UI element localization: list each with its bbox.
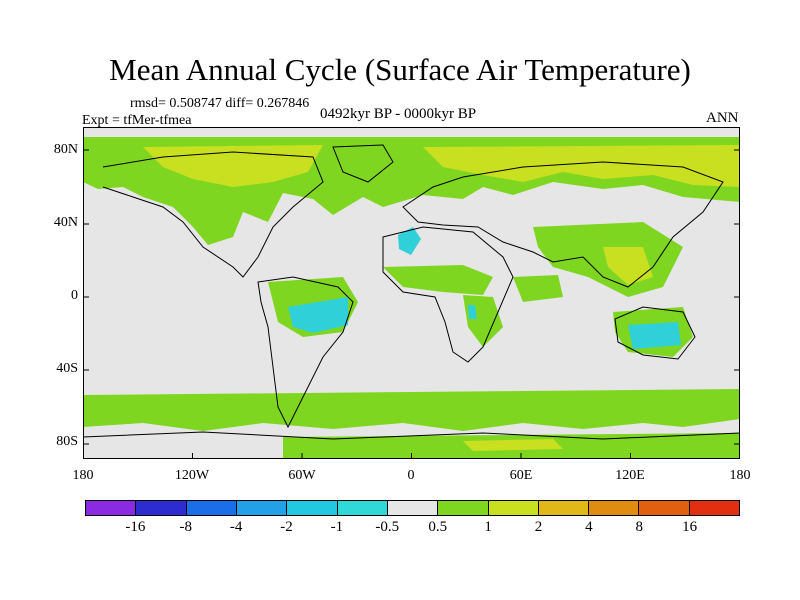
antarctica-coast	[83, 431, 740, 440]
colorbar-label: -2	[280, 519, 293, 535]
colorbar-label: -16	[125, 519, 146, 535]
north-america-coast	[102, 151, 324, 278]
colorbar-box	[86, 501, 137, 515]
colorbar-label: 0.5	[428, 519, 448, 535]
east-africa-cool-region	[468, 305, 477, 319]
lon-label-120e: 120E	[615, 468, 645, 483]
colorbar-label: -8	[179, 519, 193, 535]
australia-coast	[614, 306, 696, 360]
antarctic-warm2-region	[463, 439, 563, 451]
colorbar-label: 4	[585, 519, 593, 535]
lon-label-60e: 60E	[509, 468, 533, 483]
coastlines	[83, 144, 740, 440]
axis-ticks	[83, 149, 740, 459]
colorbar-box	[438, 501, 489, 515]
lat-label-40s: 40S	[56, 361, 78, 376]
colorbar-box	[337, 501, 388, 515]
colorbar-box	[538, 501, 590, 515]
se-asia-warm-region	[603, 247, 653, 285]
eurasia-coast	[402, 161, 724, 288]
colorbar-box	[287, 501, 338, 515]
colorbar-box	[186, 501, 237, 515]
colorbar-label: 1	[484, 519, 492, 535]
colorbar-box	[136, 501, 187, 515]
lon-label-180e: 180	[729, 468, 751, 483]
sahel-warm-region	[383, 265, 493, 295]
lon-label-60w: 60W	[288, 468, 316, 483]
lon-label-120w: 120W	[174, 468, 210, 483]
greenland-coast	[332, 144, 394, 183]
period-label: 0492kyr BP - 0000kyr BP	[320, 106, 477, 122]
south-america-coast	[257, 276, 354, 429]
amazon-cool-region	[288, 297, 348, 333]
colorbar-label: -1	[330, 519, 344, 535]
lat-label-0: 0	[71, 288, 78, 303]
map-panel	[83, 127, 740, 459]
chart-title: Mean Annual Cycle (Surface Air Temperatu…	[109, 52, 691, 87]
sahara-cool-region	[398, 227, 421, 255]
africa-coast	[382, 226, 514, 363]
lon-label-0: 0	[407, 468, 415, 483]
indian-ocean-warm-region	[513, 275, 563, 302]
colorbar-label: -0.5	[375, 519, 400, 535]
colorbar-label: 16	[682, 519, 698, 535]
stats-line: rmsd= 0.508747 diff= 0.267846	[130, 96, 310, 111]
lat-label-40n: 40N	[53, 215, 78, 230]
colorbar-box	[488, 501, 539, 515]
season-label: ANN	[706, 110, 739, 126]
colorbar-box	[236, 501, 288, 515]
colorbar-box	[689, 501, 740, 515]
australia-cool-region	[628, 322, 681, 349]
experiment-label: Expt = tfMer-tfmea	[82, 113, 192, 128]
colorbar-box	[387, 501, 439, 515]
lat-label-80s: 80S	[56, 434, 78, 449]
colorbar-label: 2	[534, 519, 543, 535]
southern-ocean-warm-band	[83, 389, 740, 431]
colorbar-box	[589, 501, 640, 515]
lon-label-180w: 180	[72, 468, 94, 483]
colorbar-box	[639, 501, 690, 515]
siberia-warm-region	[423, 145, 740, 187]
colorbar-label: -4	[229, 519, 243, 535]
colorbar	[85, 500, 740, 516]
lat-label-80n: 80N	[53, 142, 78, 157]
colorbar-label: 8	[635, 519, 643, 535]
